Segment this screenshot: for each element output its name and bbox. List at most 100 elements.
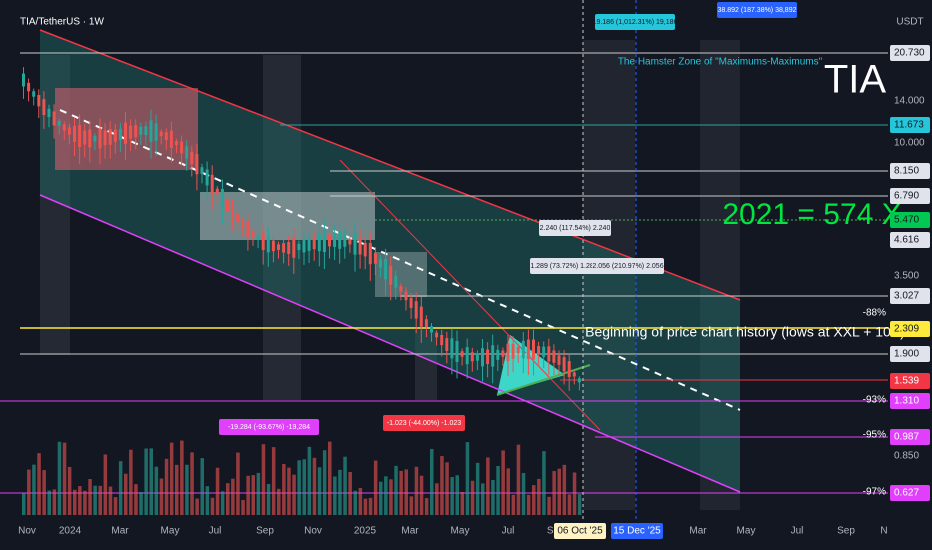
volume-bar bbox=[57, 441, 62, 515]
label-box bbox=[219, 419, 319, 435]
label-box bbox=[890, 212, 930, 228]
candle-body bbox=[261, 232, 265, 250]
candle-body bbox=[292, 237, 296, 258]
label: May bbox=[737, 526, 756, 537]
volume-bar bbox=[363, 498, 368, 515]
candle-body bbox=[47, 108, 51, 118]
volume-bar bbox=[129, 449, 133, 515]
headline: 2021 = 574 X bbox=[722, 198, 901, 231]
label-box bbox=[717, 2, 797, 18]
volume-bar bbox=[435, 483, 439, 515]
volume-bar bbox=[526, 494, 531, 515]
volume-bar bbox=[200, 458, 204, 515]
volume-bar bbox=[215, 467, 220, 515]
volume-bar bbox=[282, 463, 286, 515]
candle-body bbox=[343, 234, 347, 247]
volume-bar bbox=[236, 452, 240, 515]
history-note: Beginning of price chart history (lows a… bbox=[585, 324, 905, 340]
volume-bar bbox=[261, 444, 266, 515]
volume-bar bbox=[154, 466, 159, 515]
candle-body bbox=[496, 349, 500, 360]
volume-bar bbox=[47, 490, 51, 515]
volume-bar bbox=[389, 479, 393, 515]
volume-bar bbox=[307, 446, 312, 515]
candle-body bbox=[394, 276, 398, 288]
label: 2025 bbox=[354, 526, 377, 537]
candle-body bbox=[511, 343, 515, 359]
label: 10.000 bbox=[894, 138, 925, 149]
label: 0.987 bbox=[894, 432, 919, 443]
volume-bar bbox=[124, 473, 128, 515]
label-box bbox=[890, 288, 930, 304]
label: 14.000 bbox=[894, 96, 925, 107]
candle-body bbox=[409, 297, 413, 308]
candle-body bbox=[134, 125, 138, 138]
candle-body bbox=[577, 378, 581, 383]
label: 1.900 bbox=[894, 349, 919, 360]
label: Jul bbox=[502, 526, 515, 537]
label-box bbox=[890, 429, 930, 445]
label: May bbox=[451, 526, 470, 537]
volume-bar bbox=[440, 456, 444, 515]
volume-bar bbox=[246, 475, 250, 515]
candle-body bbox=[363, 242, 367, 257]
candle-body bbox=[526, 339, 530, 360]
candle-body bbox=[317, 233, 321, 252]
candle-body bbox=[139, 126, 143, 135]
candle-body bbox=[251, 230, 255, 237]
volume-bar bbox=[491, 479, 495, 515]
candle-body bbox=[62, 124, 66, 131]
symbol: TIA/TetherUS · 1W bbox=[20, 17, 104, 28]
label: 1.539 bbox=[894, 376, 919, 387]
volume-bar bbox=[73, 489, 77, 515]
label-box bbox=[383, 415, 465, 431]
candle-body bbox=[93, 135, 97, 142]
candle-body bbox=[312, 237, 316, 250]
volume-bar bbox=[164, 458, 169, 515]
volume-bar bbox=[67, 466, 72, 515]
volume-bar bbox=[195, 498, 199, 515]
label: Mar bbox=[401, 526, 419, 537]
label: -1.023 (-44.00%) -1.023 bbox=[387, 420, 461, 427]
candle-body bbox=[435, 332, 439, 338]
candle-body bbox=[282, 243, 286, 253]
percent-label: -95% bbox=[863, 430, 886, 441]
volume-bar bbox=[379, 481, 383, 515]
candle-body bbox=[506, 343, 510, 362]
candle-body bbox=[481, 348, 484, 367]
volume-bar bbox=[103, 454, 108, 515]
candle-body bbox=[516, 346, 520, 354]
volume-bar bbox=[338, 469, 342, 515]
candle-body bbox=[210, 174, 214, 194]
candle-body bbox=[455, 340, 459, 363]
label: 5.470 bbox=[894, 215, 919, 226]
candle-body bbox=[486, 349, 490, 365]
label: 38.892 (187.38%) 38,892 bbox=[717, 7, 796, 14]
volume-bar bbox=[532, 485, 536, 515]
candle-body bbox=[572, 372, 576, 377]
candle-body bbox=[358, 238, 362, 255]
candle-body bbox=[348, 239, 352, 245]
volume-bar bbox=[32, 464, 36, 515]
candle-body bbox=[302, 239, 306, 253]
volume-bar bbox=[409, 496, 414, 515]
candle-body bbox=[353, 232, 357, 255]
candle-body bbox=[460, 351, 464, 357]
volume-bar bbox=[496, 465, 500, 515]
candle-body bbox=[124, 122, 127, 144]
volume-bar bbox=[394, 465, 398, 515]
candle-body bbox=[88, 129, 92, 148]
label-box bbox=[530, 258, 598, 274]
candle-body bbox=[78, 125, 82, 147]
label: 1.289 (73.72%) 1.289 bbox=[530, 263, 597, 270]
candle-body bbox=[67, 127, 71, 135]
label-box bbox=[890, 117, 930, 133]
candle-body bbox=[175, 140, 178, 146]
volume-bar bbox=[317, 467, 322, 515]
label-box bbox=[890, 232, 930, 248]
candle-body bbox=[440, 334, 444, 346]
volume-bar bbox=[231, 478, 235, 515]
volume-bar bbox=[328, 441, 332, 515]
volume-bar bbox=[465, 442, 470, 515]
